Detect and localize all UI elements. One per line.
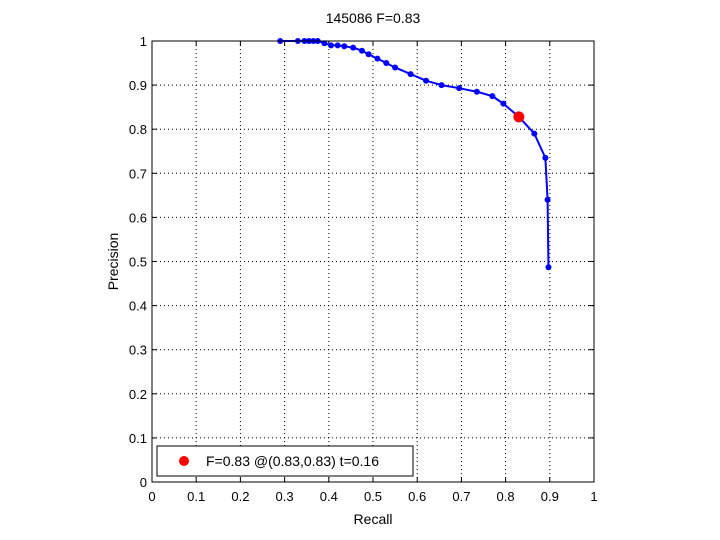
data-point	[321, 40, 328, 47]
x-tick-label: 0.2	[231, 489, 249, 504]
y-tick-label: 0	[140, 475, 147, 490]
y-tick-labels: 0 0.1 0.2 0.3 0.4 0.5 0.6 0.7 0.8 0.9 1	[129, 34, 147, 490]
y-tick-label: 0.1	[129, 431, 147, 446]
x-tick-label: 0.3	[276, 489, 294, 504]
legend-label: F=0.83 @(0.83,0.83) t=0.16	[206, 453, 379, 469]
data-point	[500, 100, 507, 107]
y-tick-label: 0.3	[129, 343, 147, 358]
x-tick-label: 0.1	[187, 489, 205, 504]
grid-lines	[152, 41, 594, 482]
data-point	[383, 60, 390, 67]
legend-marker	[179, 456, 189, 466]
x-tick-label: 0.6	[408, 489, 426, 504]
data-point	[456, 85, 463, 92]
x-tick-label: 0	[148, 489, 155, 504]
x-tick-label: 0.7	[452, 489, 470, 504]
data-point	[542, 154, 549, 161]
data-point	[544, 196, 551, 203]
x-axis-label: Recall	[354, 511, 393, 527]
y-tick-label: 0.8	[129, 122, 147, 137]
x-tick-label: 0.5	[364, 489, 382, 504]
data-point	[392, 64, 399, 71]
data-point	[374, 55, 381, 62]
data-point	[438, 82, 445, 89]
chart-title: 145086 F=0.83	[326, 10, 421, 26]
y-tick-label: 0.2	[129, 387, 147, 402]
best-f-point	[513, 111, 525, 123]
legend: F=0.83 @(0.83,0.83) t=0.16	[156, 445, 414, 477]
y-tick-label: 0.5	[129, 255, 147, 270]
y-tick-label: 0.6	[129, 210, 147, 225]
data-point	[489, 93, 496, 100]
data-point	[407, 71, 414, 78]
plot-frame	[151, 40, 595, 483]
data-point	[334, 42, 341, 49]
data-point	[423, 77, 430, 84]
y-axis-label: Precision	[105, 233, 121, 291]
legend-box	[156, 445, 414, 477]
data-point	[473, 88, 480, 95]
x-tick-label: 0.4	[320, 489, 338, 504]
data-point	[531, 130, 538, 137]
x-tick-label: 1	[590, 489, 597, 504]
x-tick-label: 0.9	[541, 489, 559, 504]
y-tick-label: 0.9	[129, 78, 147, 93]
x-tick-label: 0.8	[497, 489, 515, 504]
data-point	[328, 42, 335, 49]
x-tick-labels: 0 0.1 0.2 0.3 0.4 0.5 0.6 0.7 0.8 0.9 1	[148, 489, 597, 504]
data-point	[358, 47, 365, 54]
y-tick-label: 0.7	[129, 166, 147, 181]
data-point	[545, 264, 552, 271]
y-tick-label: 0.4	[129, 299, 147, 314]
y-tick-label: 1	[140, 34, 147, 49]
data-point	[341, 43, 348, 50]
data-point	[350, 44, 357, 51]
data-point	[365, 51, 372, 58]
